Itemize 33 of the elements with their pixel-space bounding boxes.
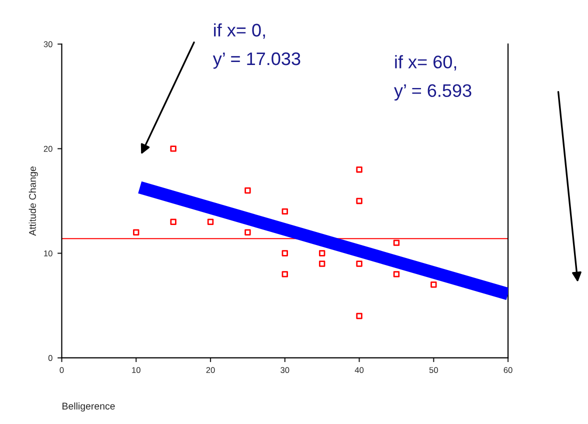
point (393, 271, 400, 278)
point (282, 271, 288, 278)
point (318, 250, 326, 256)
x-tick-label: 0 (60, 367, 64, 374)
point (170, 218, 176, 225)
x-tick-label: 40 (354, 367, 364, 374)
y-tick-label: 0 (48, 355, 52, 361)
point (318, 260, 326, 267)
y-axis-title: Attitude Change (28, 166, 38, 236)
y-tick-label: 10 (44, 250, 52, 256)
x-axis-title: Belligerence (62, 402, 115, 412)
y-tick-label: 20 (44, 146, 52, 152)
point (356, 312, 362, 320)
point (356, 166, 362, 173)
x-tick-label: 20 (206, 367, 215, 374)
annotation: if x= 60, y’ = 6.593 (394, 55, 472, 101)
point (244, 187, 251, 194)
x-tick-label: 60 (504, 367, 512, 374)
y-tick-label: 30 (44, 41, 52, 48)
point (244, 229, 251, 236)
point (207, 218, 214, 225)
x-tick-label: 10 (132, 367, 140, 374)
point (393, 240, 400, 246)
point (356, 260, 362, 267)
point (133, 229, 140, 236)
point (356, 198, 362, 204)
x-tick-label: 50 (429, 367, 438, 374)
point (430, 282, 437, 288)
x-tick-label: 30 (280, 367, 290, 374)
point (170, 146, 176, 152)
annotation: if x= 0, y’ = 17.033 (212, 23, 300, 69)
point (282, 208, 288, 215)
point (282, 250, 288, 256)
